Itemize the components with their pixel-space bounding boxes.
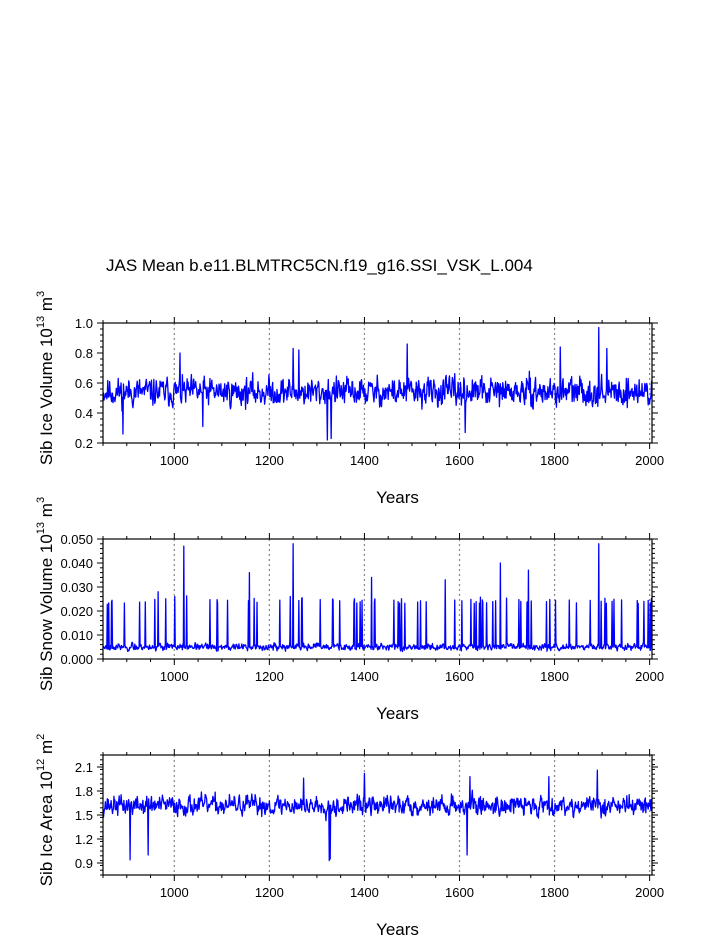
x-axis-label: Years [376, 488, 419, 507]
x-tick-label: 1200 [255, 453, 284, 468]
y-tick-label: 0.040 [60, 556, 93, 571]
x-axis-label: Years [376, 920, 419, 935]
x-tick-label: 1800 [540, 669, 569, 684]
y-tick-label: 1.2 [75, 832, 93, 847]
y-tick-label: 0.010 [60, 628, 93, 643]
y-tick-label: 0.2 [75, 436, 93, 451]
x-tick-label: 1600 [445, 885, 474, 900]
y-axis-label: Sib Ice Area 1012 m2 [35, 734, 56, 887]
y-tick-label: 0.4 [75, 406, 93, 421]
y-tick-label: 1.8 [75, 784, 93, 799]
x-tick-label: 2000 [635, 669, 664, 684]
y-tick-label: 0.9 [75, 856, 93, 871]
y-tick-label: 2.1 [75, 760, 93, 775]
panel-ice-area: 1000 1200 1400 1600 1800 2000 0.9 1.2 1.5 1.8 2.1 Y… [35, 734, 664, 935]
y-axis-label: Sib Ice Volume 1013 m3 [35, 291, 56, 465]
x-tick-label: 1200 [255, 669, 284, 684]
x-tick-label: 2000 [635, 453, 664, 468]
y-axis-label: Sib Snow Volume 1013 m3 [35, 497, 56, 691]
panel-snow-volume: 1000 1200 1400 1600 1800 2000 0.000 0.010 0.020 0… [35, 497, 664, 723]
y-tick-label: 1.0 [75, 316, 93, 331]
y-tick-label: 0.8 [75, 346, 93, 361]
x-tick-label: 1000 [160, 885, 189, 900]
x-tick-label: 1800 [540, 453, 569, 468]
y-tick-label: 0.050 [60, 532, 93, 547]
x-tick-label: 1400 [350, 885, 379, 900]
chart-title: JAS Mean b.e11.BLMTRC5CN.f19_g16.SSI_VSK… [106, 256, 533, 275]
x-tick-label: 1800 [540, 885, 569, 900]
x-tick-label: 1200 [255, 885, 284, 900]
y-tick-label: 0.000 [60, 652, 93, 667]
x-tick-label: 1000 [160, 669, 189, 684]
panel-ice-volume: 1000 1200 1400 1600 1800 2000 0.2 0.4 0.6 0.8 1.0 Y… [35, 291, 664, 507]
y-tick-label: 1.5 [75, 808, 93, 823]
y-tick-label: 0.020 [60, 604, 93, 619]
x-tick-label: 1600 [445, 453, 474, 468]
series-line-ice-area [102, 769, 653, 862]
x-tick-label: 1600 [445, 669, 474, 684]
x-tick-label: 1400 [350, 669, 379, 684]
x-tick-label: 1400 [350, 453, 379, 468]
plot-frame [102, 538, 653, 660]
series-line-ice-volume [102, 326, 653, 441]
x-tick-label: 1000 [160, 453, 189, 468]
x-axis-label: Years [376, 704, 419, 723]
y-tick-label: 0.030 [60, 580, 93, 595]
x-tick-label: 2000 [635, 885, 664, 900]
y-tick-label: 0.6 [75, 376, 93, 391]
series-line-snow-volume [102, 543, 653, 653]
